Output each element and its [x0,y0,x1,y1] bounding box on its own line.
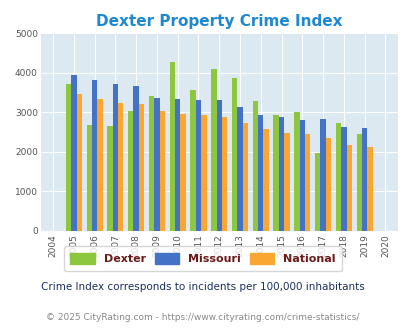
Bar [273,115,278,231]
Bar [139,104,144,231]
Bar [367,147,372,231]
Bar [284,133,289,231]
Bar [237,107,242,231]
Bar [340,127,346,231]
Bar [314,153,320,231]
Bar [278,117,284,231]
Bar [242,123,247,231]
Bar [356,134,361,231]
Bar [133,86,139,231]
Bar [304,134,310,231]
Legend: Dexter, Missouri, National: Dexter, Missouri, National [64,247,341,271]
Bar [190,90,195,231]
Bar [252,101,258,231]
Text: Crime Index corresponds to incidents per 100,000 inhabitants: Crime Index corresponds to incidents per… [41,282,364,292]
Bar [128,111,133,231]
Bar [294,112,299,231]
Bar [216,100,222,231]
Bar [159,111,164,231]
Bar [325,138,330,231]
Bar [320,119,325,231]
Bar [195,100,200,231]
Bar [118,103,123,231]
Bar [71,75,77,231]
Bar [258,115,263,231]
Bar [107,126,113,231]
Bar [66,84,71,231]
Bar [169,62,175,231]
Text: © 2025 CityRating.com - https://www.cityrating.com/crime-statistics/: © 2025 CityRating.com - https://www.city… [46,313,359,322]
Bar [211,69,216,231]
Bar [231,78,237,231]
Bar [92,80,97,231]
Bar [77,94,82,231]
Bar [97,99,102,231]
Bar [222,116,227,231]
Title: Dexter Property Crime Index: Dexter Property Crime Index [96,14,342,29]
Bar [149,96,154,231]
Bar [154,98,159,231]
Bar [113,84,118,231]
Bar [86,125,92,231]
Bar [180,114,185,231]
Bar [361,128,367,231]
Bar [175,99,180,231]
Bar [346,145,351,231]
Bar [335,123,340,231]
Bar [263,129,268,231]
Bar [200,115,206,231]
Bar [299,120,304,231]
